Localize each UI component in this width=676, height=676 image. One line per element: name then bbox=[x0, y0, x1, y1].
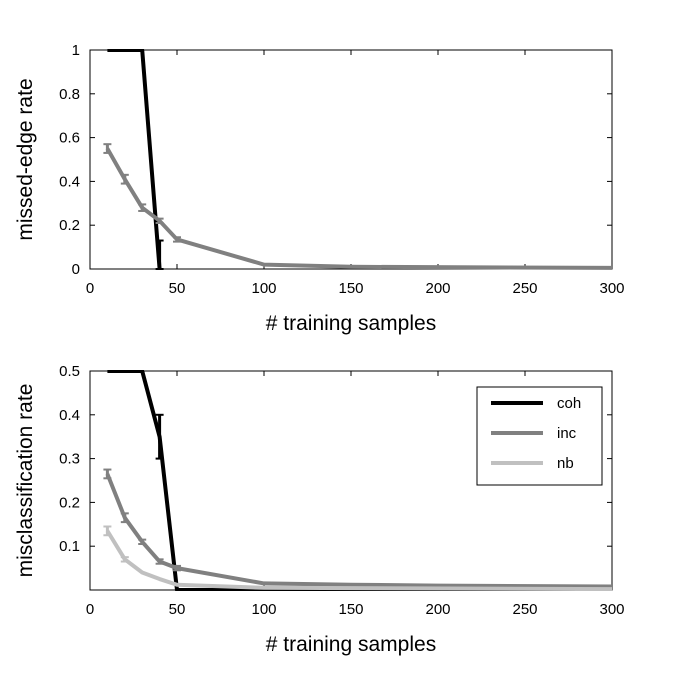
legend-label-coh: coh bbox=[557, 395, 581, 412]
series-line-inc bbox=[105, 473, 612, 589]
x-tick-label: 0 bbox=[86, 601, 94, 618]
x-tick-label: 300 bbox=[599, 601, 624, 618]
legend-label-nb: nb bbox=[557, 455, 574, 472]
series-line-series-1 bbox=[105, 147, 612, 270]
y-tick-label: 1 bbox=[72, 42, 80, 59]
error-bar bbox=[103, 143, 112, 154]
missed-edge-panel: 0 50 100 150 200 250 300 0 0.2 0.4 0.6 0.8 1 # traini… bbox=[14, 42, 625, 335]
error-bar bbox=[173, 564, 181, 572]
x-tick-label: 250 bbox=[512, 601, 537, 618]
error-bar bbox=[120, 173, 129, 185]
y-tick-label: 0.3 bbox=[59, 451, 80, 468]
x-tick-label: 100 bbox=[251, 601, 276, 618]
error-bar bbox=[103, 468, 112, 480]
error-bar bbox=[138, 538, 147, 546]
y-tick-label: 0.2 bbox=[59, 494, 80, 511]
error-bar bbox=[155, 239, 164, 270]
x-tick-label: 150 bbox=[338, 601, 363, 618]
y-tick-label: 0.6 bbox=[59, 130, 80, 147]
y-tick-label: 0.5 bbox=[59, 363, 80, 380]
error-bar bbox=[103, 525, 112, 537]
x-tick-label: 50 bbox=[169, 280, 186, 297]
x-tick-label: 250 bbox=[512, 280, 537, 297]
axes-box bbox=[89, 49, 613, 270]
legend: coh inc nb bbox=[476, 386, 603, 486]
x-tick-label: 200 bbox=[425, 601, 450, 618]
y-tick-label: 0.1 bbox=[59, 538, 80, 555]
y-tick-label: 0.8 bbox=[59, 86, 80, 103]
series-line-nb bbox=[105, 529, 612, 591]
legend-label-inc: inc bbox=[557, 425, 577, 442]
y-tick-label: 0.4 bbox=[59, 407, 80, 424]
misclassification-panel: 0 50 100 150 200 250 300 0.1 0.2 0.3 0.4 0.5 # train… bbox=[14, 363, 625, 656]
error-bar bbox=[155, 217, 164, 225]
y-tick-label: 0 bbox=[72, 261, 80, 278]
error-bar bbox=[155, 413, 164, 460]
series-line-series-0 bbox=[107, 49, 162, 270]
error-bar bbox=[155, 558, 164, 565]
x-tick-label: 0 bbox=[86, 280, 94, 297]
y-tick-label: 0.2 bbox=[59, 217, 80, 234]
x-tick-label: 300 bbox=[599, 280, 624, 297]
y-axis-label: misclassification rate bbox=[14, 384, 37, 578]
error-bar bbox=[120, 556, 129, 563]
x-tick-label: 150 bbox=[338, 280, 363, 297]
series-layer bbox=[105, 49, 612, 270]
y-axis-label: missed-edge rate bbox=[14, 78, 37, 240]
error-bar bbox=[120, 512, 129, 524]
error-bar bbox=[173, 236, 181, 243]
x-axis-label: # training samples bbox=[266, 633, 436, 656]
x-tick-label: 200 bbox=[425, 280, 450, 297]
x-tick-label: 100 bbox=[251, 280, 276, 297]
x-axis-label: # training samples bbox=[266, 312, 436, 335]
error-bar bbox=[138, 203, 147, 212]
y-tick-label: 0.4 bbox=[59, 173, 80, 190]
x-tick-label: 50 bbox=[169, 601, 186, 618]
